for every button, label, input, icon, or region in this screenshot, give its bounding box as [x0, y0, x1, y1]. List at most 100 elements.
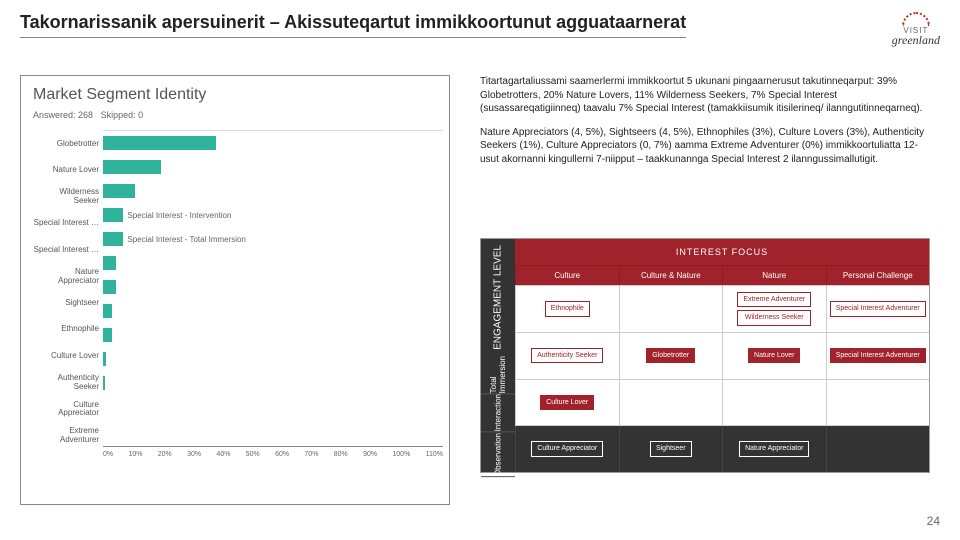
chart-x-tick: 10%: [128, 451, 142, 470]
chart-bar-row: [103, 131, 443, 155]
matrix-cell: [826, 426, 930, 472]
chart-bars: Special Interest - Intervention Special I…: [103, 130, 443, 470]
logo: VISIT greenland: [892, 12, 940, 48]
matrix-cell: Special Interest Adventurer: [826, 333, 930, 379]
matrix-chip: Culture Lover: [540, 395, 594, 411]
matrix-side-level-1: Interaction: [481, 394, 515, 432]
paragraph-1: Titartagartaliussami saamerlermi immikko…: [480, 75, 930, 116]
chart-bar: [103, 256, 116, 270]
chart-bar-row: [103, 251, 443, 275]
chart-area: Globetrotter Nature Lover Wilderness Seeke…: [33, 130, 443, 470]
matrix-chip: Extreme Adventurer: [737, 292, 811, 308]
matrix-cell: Authenticity Seeker: [515, 333, 619, 379]
matrix-body: INTEREST FOCUS Culture Culture & Nature …: [515, 239, 929, 472]
matrix-columns: Culture Culture & Nature Nature Personal…: [515, 265, 929, 285]
description-text: Titartagartaliussami saamerlermi immikko…: [480, 75, 930, 176]
matrix-col-1: Culture & Nature: [619, 266, 723, 285]
matrix-cell: Special Interest Adventurer: [826, 286, 930, 332]
chart-bar-row: [103, 347, 443, 371]
matrix-chip: Nature Appreciator: [739, 441, 809, 457]
skipped-count: Skipped: 0: [101, 110, 144, 120]
chart-y-labels: Globetrotter Nature Lover Wilderness Seeke…: [33, 130, 103, 470]
matrix-cell: Nature Appreciator: [722, 426, 826, 472]
chart-bar-row: [103, 179, 443, 203]
matrix-chip: Globetrotter: [646, 348, 695, 364]
chart-bar: [103, 280, 116, 294]
answered-count: Answered: 268: [33, 110, 93, 120]
matrix-chip: Special Interest Adventurer: [830, 348, 926, 364]
chart-bar: [103, 232, 123, 246]
page-number: 24: [927, 514, 940, 528]
chart-bar-row: [103, 155, 443, 179]
matrix-header: INTEREST FOCUS: [515, 239, 929, 265]
chart-y-label: Sightseer: [33, 293, 99, 313]
matrix-side-level-0: Total Immersion: [481, 356, 515, 394]
chart-y-label: Authenticity Seeker: [33, 373, 99, 393]
matrix-col-2: Nature: [722, 266, 826, 285]
matrix-chip: Wilderness Seeker: [737, 310, 811, 326]
matrix-cell: [826, 380, 930, 426]
matrix-row: Ethnophile Extreme Adventurer Wilderness S…: [515, 285, 929, 332]
chart-x-tick: 90%: [363, 451, 377, 470]
chart-bar-sublabel: Special Interest - Total Immersion: [127, 235, 246, 244]
matrix-row: Authenticity Seeker Globetrotter Nature Lo…: [515, 332, 929, 379]
chart-panel: Market Segment Identity Answered: 268 Sk…: [20, 75, 450, 505]
chart-y-label: Ethnophile: [33, 320, 99, 340]
chart-y-label: Nature Appreciator: [33, 267, 99, 287]
interest-matrix: ENGAGEMENT LEVEL Total Immersion Interac…: [480, 238, 930, 473]
matrix-row: Culture Appreciator Sightseer Nature Appre…: [515, 425, 929, 472]
matrix-cell: Ethnophile: [515, 286, 619, 332]
chart-x-tick: 30%: [187, 451, 201, 470]
chart-bar-row: [103, 323, 443, 347]
paragraph-2: Nature Appreciators (4, 5%), Sightseers …: [480, 126, 930, 167]
chart-bar: [103, 136, 216, 150]
matrix-cell: Extreme Adventurer Wilderness Seeker: [722, 286, 826, 332]
matrix-chip: Authenticity Seeker: [531, 348, 603, 364]
chart-x-tick: 110%: [426, 451, 443, 470]
chart-x-tick: 100%: [392, 451, 410, 470]
chart-x-tick: 40%: [216, 451, 230, 470]
matrix-chip: Special Interest Adventurer: [830, 301, 926, 317]
chart-bar-row: Special Interest - Intervention: [103, 203, 443, 227]
matrix-cell: Globetrotter: [619, 333, 723, 379]
chart-y-label: Extreme Adventurer: [33, 426, 99, 446]
matrix-cell: Nature Lover: [722, 333, 826, 379]
chart-y-label: Nature Lover: [33, 161, 99, 181]
matrix-chip: Ethnophile: [545, 301, 590, 317]
chart-bar-row: [103, 395, 443, 419]
matrix-side-title: ENGAGEMENT LEVEL: [481, 239, 515, 356]
matrix-chip: Nature Lover: [748, 348, 800, 364]
chart-title: Market Segment Identity: [33, 86, 443, 104]
chart-y-label: Special Interest …: [33, 214, 99, 234]
chart-y-label: Globetrotter: [33, 134, 99, 154]
chart-bar-sublabel: Special Interest - Intervention: [127, 211, 231, 220]
chart-x-tick: 70%: [304, 451, 318, 470]
logo-arc-icon: [902, 12, 930, 26]
matrix-row: Culture Lover: [515, 379, 929, 426]
chart-x-tick: 80%: [334, 451, 348, 470]
chart-bar-row: [103, 299, 443, 323]
chart-y-label: Culture Appreciator: [33, 399, 99, 419]
chart-x-tick: 0%: [103, 451, 113, 470]
chart-bar: [103, 184, 135, 198]
chart-y-label: Culture Lover: [33, 346, 99, 366]
matrix-chip: Sightseer: [650, 441, 692, 457]
matrix-rows: Ethnophile Extreme Adventurer Wilderness S…: [515, 285, 929, 472]
chart-x-tick: 60%: [275, 451, 289, 470]
chart-y-label: Wilderness Seeker: [33, 187, 99, 207]
chart-x-axis: 0%10%20%30%40%50%60%70%80%90%100%110%: [103, 446, 443, 470]
chart-bar-row: [103, 371, 443, 395]
matrix-chip: Culture Appreciator: [531, 441, 603, 457]
matrix-header-title: INTEREST FOCUS: [515, 239, 929, 265]
matrix-col-0: Culture: [515, 266, 619, 285]
chart-y-label: Special Interest …: [33, 240, 99, 260]
chart-bar-row: [103, 275, 443, 299]
chart-bar-row: Special Interest - Total Immersion: [103, 227, 443, 251]
logo-brand: greenland: [892, 33, 940, 48]
matrix-cell: [619, 286, 723, 332]
chart-bar: [103, 352, 106, 366]
matrix-cell: [619, 380, 723, 426]
chart-meta: Answered: 268 Skipped: 0: [33, 110, 443, 120]
matrix-cell: Sightseer: [619, 426, 723, 472]
chart-bar: [103, 304, 112, 318]
